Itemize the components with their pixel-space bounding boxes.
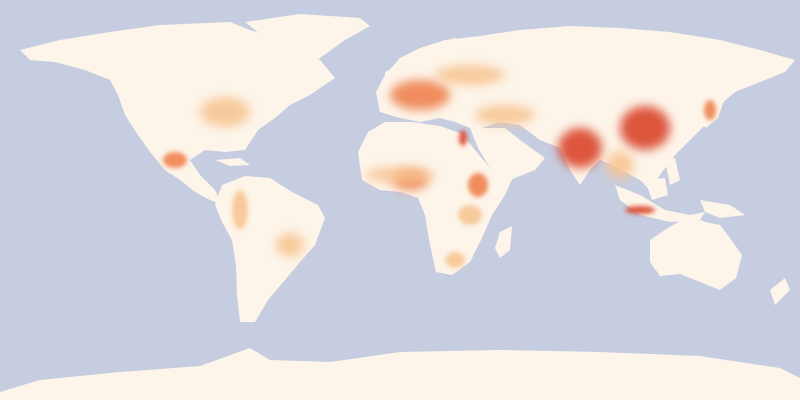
hotspot-sahel [365,167,435,183]
new-guinea [700,200,745,218]
hotspot-russia [435,65,505,85]
hotspot-southeast-asia [606,151,634,179]
madagascar [495,226,512,258]
hotspot-nile [459,130,467,146]
new-zealand [770,278,790,305]
africa [358,122,520,275]
hotspot-east-us [200,97,250,127]
hotspot-middle-east [475,105,535,125]
philippines [665,158,680,185]
hotspot-ethiopia [468,173,488,197]
arabia [470,128,545,182]
hotspot-japan [704,100,716,120]
antarctica [0,348,800,400]
greenland [245,14,370,75]
hotspot-india [558,128,602,168]
australia [650,215,742,290]
hotspot-mexico [163,152,187,168]
hotspot-brazil-coast [276,233,304,257]
density-hotspots [163,65,716,268]
hotspot-great-lakes [458,205,482,225]
hotspot-java [625,206,655,214]
caribbean-cuba [215,158,250,166]
north-america [20,22,335,205]
hotspot-andes [232,190,248,230]
borneo [645,178,668,200]
hotspot-europe [390,80,450,110]
hotspot-east-china [620,106,670,150]
scandinavia [415,38,470,82]
hotspot-south-africa [445,252,465,268]
